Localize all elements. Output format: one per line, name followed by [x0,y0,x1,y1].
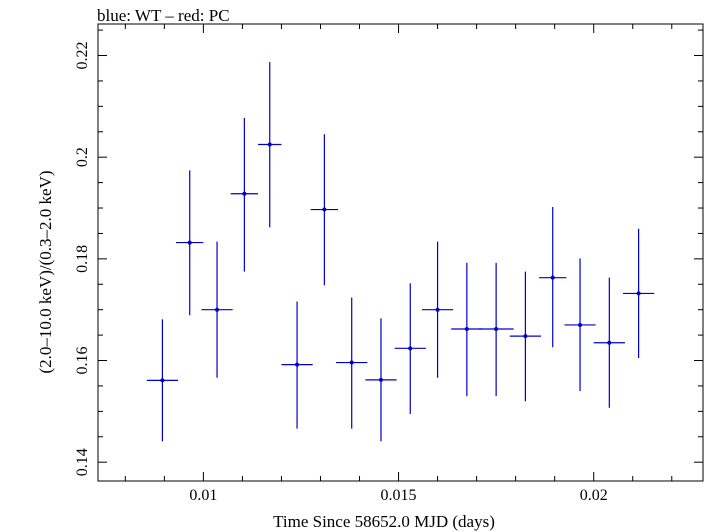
data-point [539,207,567,348]
data-points [146,62,655,442]
y-tick-label: 0.16 [74,347,91,375]
axis-ticks [98,24,703,481]
point-marker [160,378,165,383]
point-marker [435,307,440,312]
point-marker [322,207,327,212]
data-point [421,241,454,378]
x-tick-label: 0.015 [381,487,417,504]
chart-title: blue: WT – red: PC [97,6,230,25]
data-point [478,262,514,397]
point-marker [523,334,528,339]
point-marker [215,307,220,312]
point-marker [636,291,641,296]
point-marker [550,275,555,280]
point-marker [464,327,469,332]
point-marker [408,346,413,351]
plot-frame [97,23,704,482]
tick-labels: 0.01 0.015 0.02 0.14 0.16 0.18 0.2 0.22 [74,42,608,504]
x-axis-label: Time Since 58652.0 MJD (days) [273,512,495,531]
data-point [230,118,259,272]
y-tick-label: 0.2 [74,147,91,167]
data-point [310,134,339,286]
data-point [176,170,204,316]
x-tick-label: 0.01 [189,487,217,504]
data-point [201,241,233,378]
y-tick-label: 0.18 [74,245,91,273]
point-marker [494,327,499,332]
point-marker [187,240,192,245]
point-marker [378,377,383,382]
data-point [281,301,313,429]
point-marker [267,142,272,147]
axes-frame [97,23,704,482]
data-point [451,262,483,397]
point-marker [607,340,612,345]
data-point [146,319,179,442]
data-point [258,62,282,228]
point-marker [349,360,354,365]
data-point [593,277,625,408]
data-point [365,318,397,442]
data-point [564,258,596,392]
data-point [336,297,368,429]
y-axis-label: (2.0–10.0 keV)/(0.3–2.0 keV) [36,170,55,373]
y-tick-label: 0.22 [74,42,91,70]
point-marker [578,322,583,327]
y-tick-label: 0.14 [74,448,91,476]
data-point [509,271,542,402]
data-point [622,228,655,358]
point-marker [242,191,247,196]
x-tick-label: 0.02 [580,487,608,504]
point-marker [295,362,300,367]
data-point [394,283,426,414]
